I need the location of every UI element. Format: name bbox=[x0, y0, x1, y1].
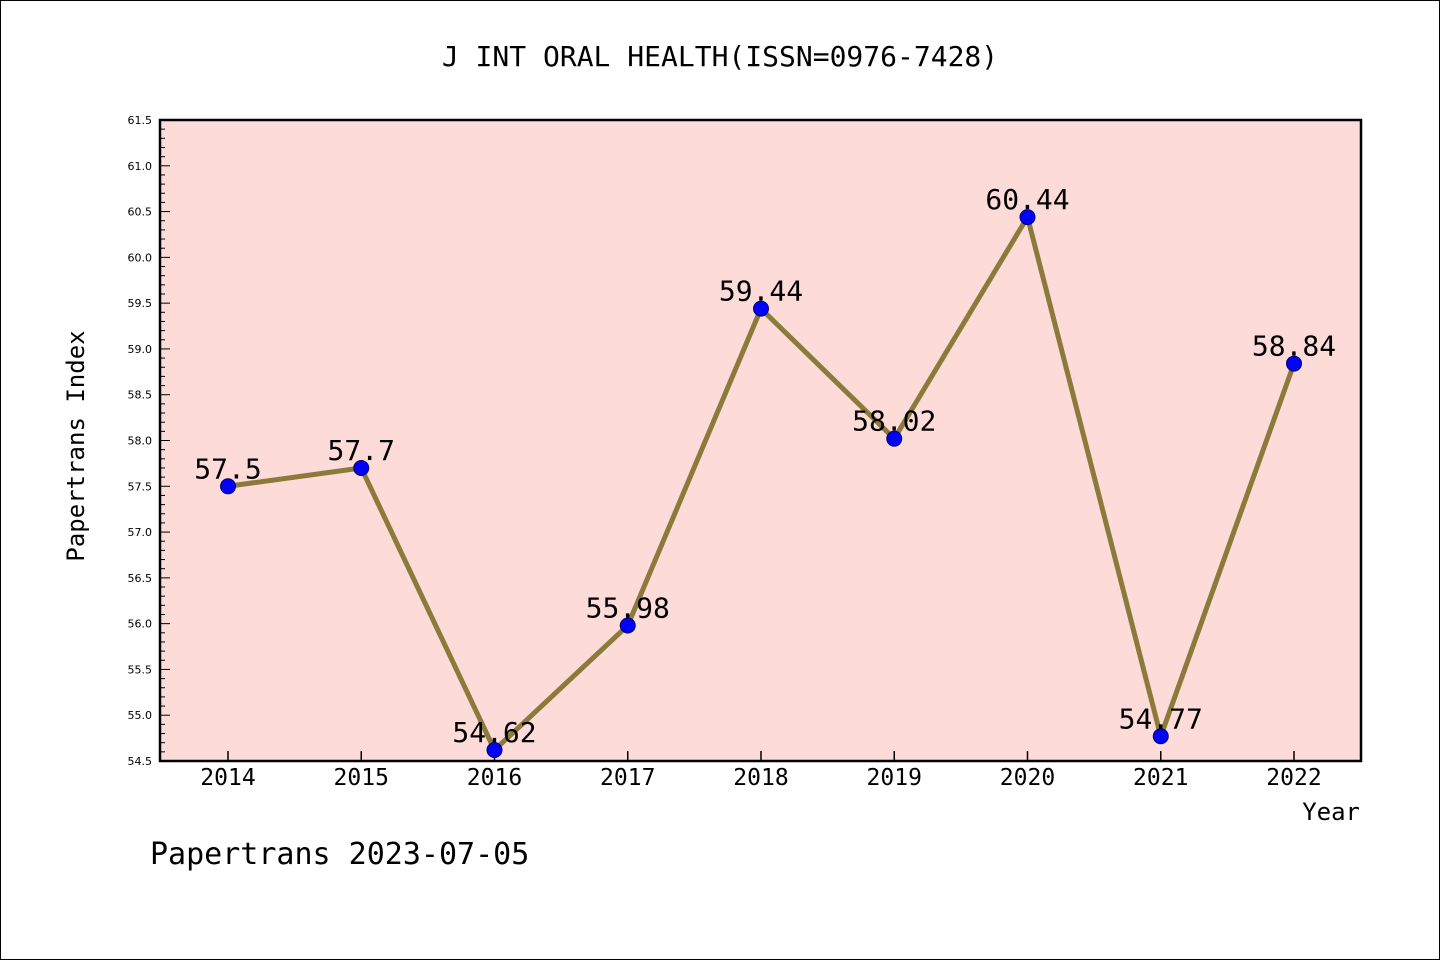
x-tick-label: 2021 bbox=[1133, 765, 1188, 791]
x-tick-label: 2022 bbox=[1266, 765, 1321, 791]
y-axis-label: Papertrans Index bbox=[62, 330, 90, 561]
y-tick-label: 61.5 bbox=[128, 114, 153, 127]
data-label: 54.62 bbox=[452, 716, 536, 749]
y-tick-label: 60.0 bbox=[128, 251, 153, 264]
x-tick-label: 2017 bbox=[600, 765, 655, 791]
data-label: 57.5 bbox=[194, 452, 261, 485]
data-point bbox=[1152, 728, 1169, 745]
footer-credit: Papertrans 2023-07-05 bbox=[150, 837, 529, 872]
data-point bbox=[1019, 209, 1036, 226]
y-tick-label: 57.0 bbox=[128, 526, 153, 539]
data-point bbox=[619, 617, 636, 634]
y-tick-label: 56.0 bbox=[128, 618, 153, 631]
x-tick-label: 2018 bbox=[733, 765, 788, 791]
x-tick-label: 2015 bbox=[334, 765, 389, 791]
x-tick-label: 2020 bbox=[1000, 765, 1055, 791]
data-label: 55.98 bbox=[586, 591, 670, 624]
y-tick-label: 54.5 bbox=[128, 755, 153, 768]
x-axis-label: Year bbox=[1302, 798, 1360, 826]
data-label: 60.44 bbox=[985, 183, 1069, 216]
y-tick-label: 59.5 bbox=[128, 297, 153, 310]
data-markers bbox=[220, 209, 1302, 759]
y-tick-label: 61.0 bbox=[128, 160, 153, 173]
data-point bbox=[1286, 355, 1302, 372]
y-tick-label: 57.5 bbox=[128, 480, 153, 493]
plot-area bbox=[158, 118, 1363, 763]
y-tick-label: 55.0 bbox=[128, 709, 153, 722]
y-tick-label: 60.5 bbox=[128, 206, 153, 219]
data-label: 58.84 bbox=[1252, 330, 1336, 363]
x-tick-label: 2019 bbox=[867, 765, 922, 791]
data-label: 59.44 bbox=[719, 275, 803, 308]
y-axis: 54.5 55.0 55.5 56.0 56.5 57.0 57.5 58.0 58.5 59.0… bbox=[128, 114, 170, 768]
data-point bbox=[353, 459, 370, 476]
x-axis: 2014 2015 2016 2017 2018 2019 2020 2021 2022 bbox=[200, 751, 1322, 791]
x-tick-label: 2014 bbox=[200, 765, 255, 791]
chart-title: J INT ORAL HEALTH(ISSN=0976-7428) bbox=[442, 40, 998, 73]
y-tick-label: 55.5 bbox=[128, 663, 153, 676]
data-point bbox=[753, 300, 769, 317]
x-tick-label: 2016 bbox=[467, 765, 522, 791]
data-point bbox=[220, 478, 236, 495]
y-tick-label: 58.0 bbox=[128, 435, 153, 448]
data-label: 54.77 bbox=[1119, 702, 1203, 735]
y-tick-label: 56.5 bbox=[128, 572, 153, 585]
data-point bbox=[486, 742, 503, 759]
data-point bbox=[886, 430, 903, 447]
y-tick-label: 58.5 bbox=[128, 389, 153, 402]
data-labels: 57.5 57.7 54.62 55.98 59.44 58.02 60.44 54.77 58… bbox=[194, 183, 1336, 749]
data-label: 58.02 bbox=[852, 405, 936, 438]
y-tick-label: 59.0 bbox=[128, 343, 153, 356]
data-label: 57.7 bbox=[328, 434, 395, 467]
